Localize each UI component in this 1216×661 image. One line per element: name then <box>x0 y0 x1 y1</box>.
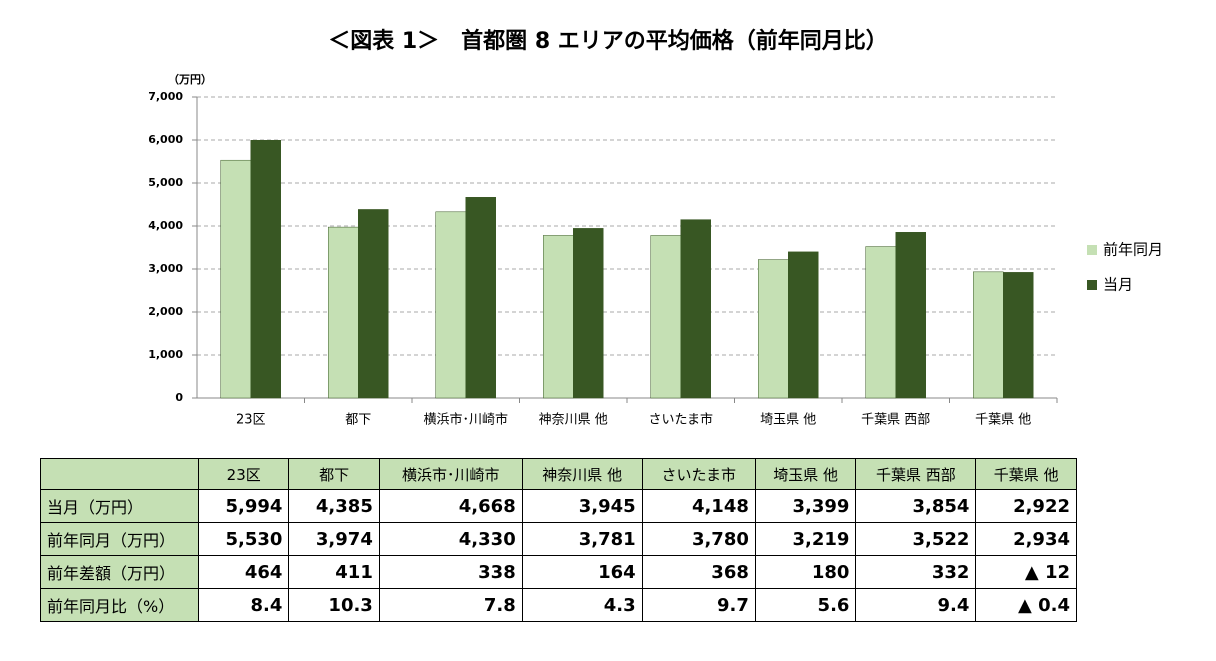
x-tick-label: さいたま市 <box>648 412 713 428</box>
bar <box>573 228 604 399</box>
x-tick-label: 埼玉県 他 <box>760 413 816 428</box>
chart: ＜図表 1＞ 首都圏 8 エリアの平均価格（前年同月比） （万円） 0 1,000… <box>148 28 1163 428</box>
bar <box>328 226 359 399</box>
cell: 5,530 <box>197 522 290 556</box>
cell: 368 <box>641 555 756 589</box>
x-tick-label: 23区 <box>236 413 266 428</box>
bar <box>680 219 711 399</box>
bar <box>543 235 574 399</box>
row-label: 前年同月（万円） <box>40 522 199 556</box>
x-tick-label: 神奈川県 他 <box>539 413 608 428</box>
cell: 5,994 <box>197 489 290 523</box>
bar <box>220 159 251 399</box>
y-tick-label: 3,000 <box>148 262 183 275</box>
cell: ▲ 12 <box>975 555 1077 589</box>
cell: 9.4 <box>855 588 977 622</box>
table-row: 前年同月比（%） 8.4 10.3 7.8 4.3 9.7 5.6 9.4 ▲ 0.4 <box>40 588 1077 622</box>
bar <box>650 235 681 399</box>
y-tick-label: 1,000 <box>148 348 183 361</box>
x-tick-label: 千葉県 他 <box>975 413 1031 428</box>
legend-label: 当月 <box>1103 276 1133 294</box>
cell: 332 <box>855 555 977 589</box>
data-table: 23区 都下 横浜市･川崎市 神奈川県 他さいたま市 埼玉県 他千葉県 西部 千葉県 他当… <box>40 458 1077 622</box>
bar <box>465 197 496 399</box>
cell: 3,781 <box>521 522 643 556</box>
y-tick-label: 2,000 <box>148 305 183 318</box>
cell: 164 <box>521 555 643 589</box>
column-header: 23区 <box>197 458 290 490</box>
cell: ▲ 0.4 <box>975 588 1077 622</box>
cell: 4,385 <box>288 489 380 523</box>
bar <box>895 232 926 399</box>
corner <box>40 458 199 490</box>
cell: 9.7 <box>641 588 756 622</box>
cell: 3,522 <box>855 522 977 556</box>
cell: 4,330 <box>378 522 523 556</box>
cell: 4,148 <box>641 489 756 523</box>
cell: 3,945 <box>521 489 643 523</box>
row-label: 前年同月比（%） <box>40 588 199 622</box>
cell: 3,854 <box>855 489 977 523</box>
bar <box>758 259 789 399</box>
y-tick-label: 0 <box>175 391 183 404</box>
y-tick-label: 6,000 <box>148 133 183 146</box>
cell: 3,399 <box>754 489 857 523</box>
legend-label: 前年同月 <box>1103 241 1163 259</box>
y-unit: （万円） <box>168 73 212 86</box>
cell: 2,922 <box>975 489 1077 523</box>
x-tick-label: 横浜市･川崎市 <box>423 412 508 428</box>
bar <box>788 251 819 399</box>
table-row: 前年差額（万円） 464 411 338 164 368 180 332 ▲ 12 <box>40 555 1077 589</box>
cell: 3,219 <box>754 522 857 556</box>
bar <box>250 140 281 399</box>
column-header: さいたま市 <box>641 458 756 490</box>
row-label: 当月（万円） <box>40 489 199 523</box>
row-label: 前年差額（万円） <box>40 555 199 589</box>
cell: 411 <box>288 555 380 589</box>
cell: 338 <box>378 555 523 589</box>
y-tick-label: 7,000 <box>148 90 183 103</box>
y-tick-label: 5,000 <box>148 176 183 189</box>
column-header: 横浜市･川崎市 <box>378 458 523 490</box>
column-header: 都下 <box>288 458 380 490</box>
bar <box>1003 272 1034 399</box>
cell: 464 <box>197 555 290 589</box>
cell: 10.3 <box>288 588 380 622</box>
column-header: 神奈川県 他 <box>521 458 643 490</box>
bar <box>358 209 389 399</box>
cell: 3,974 <box>288 522 380 556</box>
legend-swatch <box>1087 280 1097 290</box>
cell: 180 <box>754 555 857 589</box>
x-tick-label: 千葉県 西部 <box>861 413 930 428</box>
column-header: 千葉県 他 <box>975 458 1077 490</box>
table-row: 前年同月（万円） 5,530 3,974 4,330 3,781 3,780 3,219 3,… <box>40 522 1077 556</box>
cell: 2,934 <box>975 522 1077 556</box>
x-tick-label: 都下 <box>345 413 371 428</box>
cell: 4.3 <box>521 588 643 622</box>
column-header: 埼玉県 他 <box>754 458 857 490</box>
table-row: 当月（万円） 5,994 4,385 4,668 3,945 4,148 3,399 3,85… <box>40 489 1077 523</box>
bar <box>435 211 466 399</box>
legend-swatch <box>1087 245 1097 255</box>
cell: 7.8 <box>378 588 523 622</box>
cell: 3,780 <box>641 522 756 556</box>
bar <box>973 271 1004 399</box>
cell: 8.4 <box>197 588 290 622</box>
chart-title: ＜図表 1＞ 首都圏 8 エリアの平均価格（前年同月比） <box>328 28 888 54</box>
column-header: 千葉県 西部 <box>855 458 977 490</box>
bar <box>865 246 896 399</box>
cell: 4,668 <box>378 489 523 523</box>
y-tick-label: 4,000 <box>148 219 183 232</box>
cell: 5.6 <box>754 588 857 622</box>
